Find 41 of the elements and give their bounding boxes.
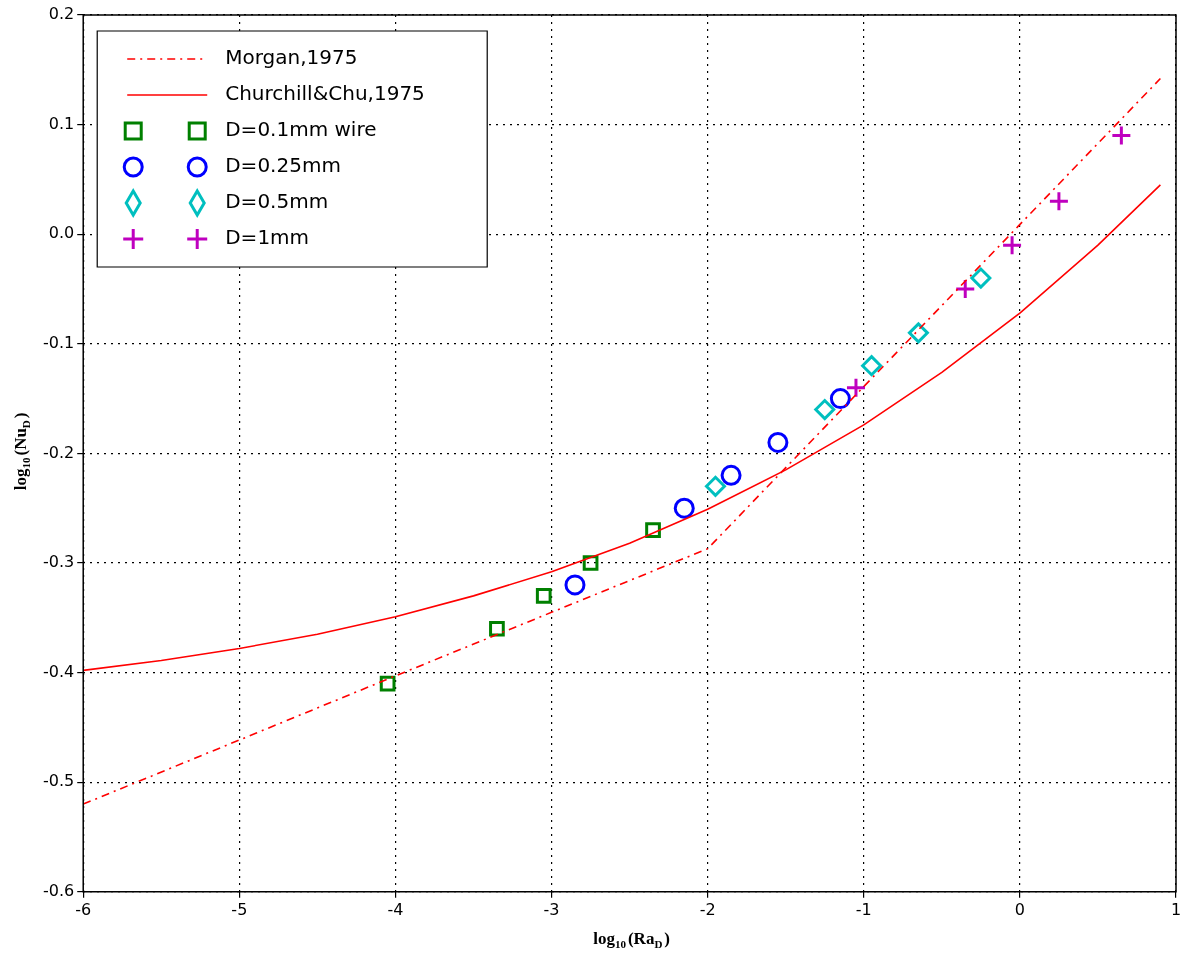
x-tick-label: -5 (231, 899, 248, 919)
y-tick-label: -0.5 (43, 771, 75, 791)
x-tick-label: -3 (543, 899, 560, 919)
y-tick-label: 0.2 (48, 4, 75, 24)
point (845, 377, 867, 399)
y-tick-label: -0.2 (43, 442, 75, 462)
x-tick-label: 0 (1014, 899, 1025, 919)
x-tick-label: -2 (699, 899, 716, 919)
point (704, 475, 726, 497)
y-tick-label: -0.1 (43, 332, 75, 352)
point (861, 355, 883, 377)
y-tick-label: -0.4 (43, 661, 75, 681)
legend-label: D=0.5mm (225, 189, 329, 214)
point (907, 322, 929, 344)
legend-label: Churchill&Chu,1975 (225, 81, 425, 106)
x-tick-label: -1 (855, 899, 872, 919)
x-tick-label: -6 (75, 899, 92, 919)
point (720, 464, 742, 486)
x-tick-label: -4 (387, 899, 404, 919)
point (767, 431, 789, 453)
point (970, 267, 992, 289)
legend-label: D=0.1mm wire (225, 117, 377, 142)
point (379, 675, 396, 692)
point (535, 588, 552, 604)
point (673, 497, 695, 519)
y-tick-label: 0.0 (48, 223, 75, 243)
point (1001, 234, 1023, 256)
point (645, 522, 661, 538)
legend-label: D=0.25mm (225, 153, 341, 178)
point (814, 399, 836, 421)
x-tick-label: 1 (1170, 899, 1182, 919)
point (564, 574, 586, 596)
y-tick-label: -0.3 (43, 552, 75, 572)
point (1048, 190, 1070, 212)
line-series (83, 77, 1162, 805)
legend-label: Morgan,1975 (225, 45, 358, 70)
point (1110, 125, 1132, 147)
y-tick-label: -0.6 (43, 880, 75, 900)
point (829, 388, 851, 410)
y-tick-label: 0.1 (48, 113, 75, 133)
legend-label: D=1mm (225, 225, 310, 250)
